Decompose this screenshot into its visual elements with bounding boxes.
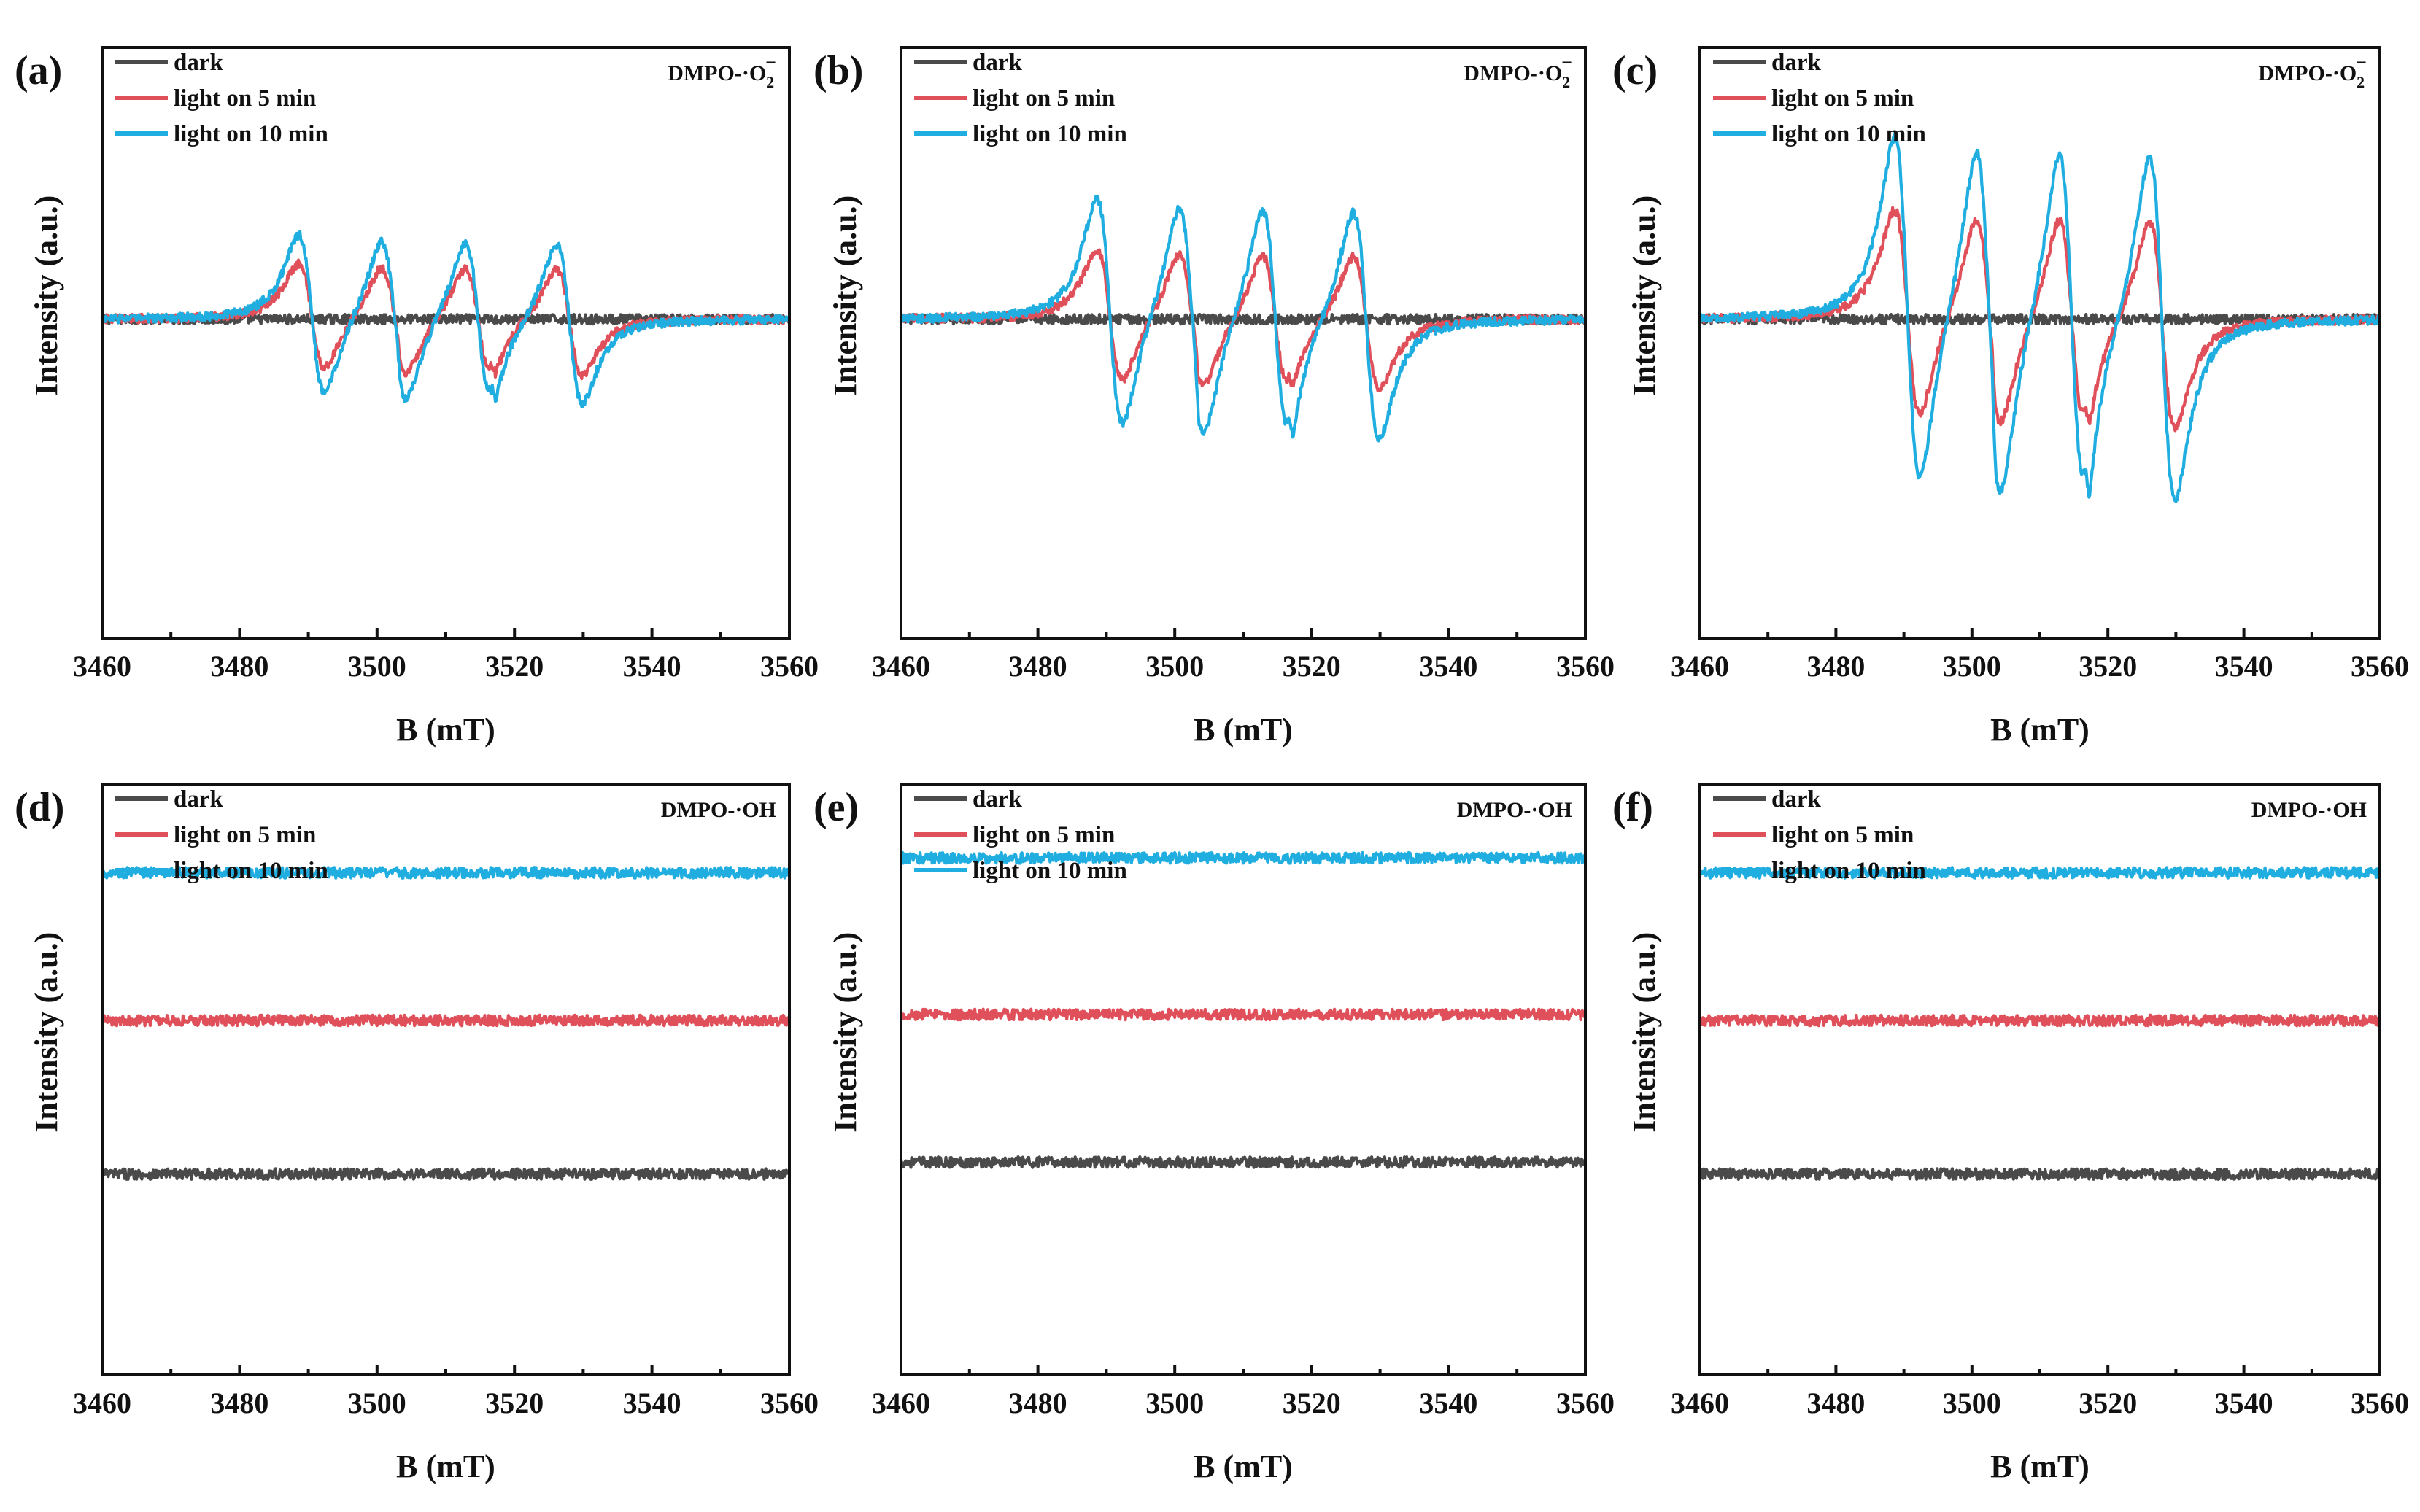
- x-tick-label: 3480: [210, 1387, 268, 1419]
- panel-b: 3460 3480 3500 3520 3540 3560 B (mT) Intensity …: [813, 46, 1615, 748]
- legend-label: dark: [973, 50, 1023, 76]
- x-axis-title: B (mT): [1990, 1449, 2090, 1484]
- x-tick-label: 3520: [485, 1387, 544, 1419]
- species-annotation: DMPO-·OH: [2251, 798, 2367, 822]
- legend-label: light on 10 min: [1771, 858, 1926, 884]
- legend-label: light on 10 min: [174, 121, 328, 147]
- series-line-light-on-5-min: [100, 1013, 792, 1028]
- x-tick-label: 3460: [872, 650, 930, 683]
- legend-label: dark: [174, 50, 224, 76]
- series-line-dark: [1698, 1167, 2382, 1181]
- series-line-dark: [899, 1155, 1588, 1169]
- y-axis-title: Intensity (a.u.): [28, 195, 64, 396]
- series-line-light-on-10-min: [100, 230, 792, 408]
- panel-label: (e): [813, 785, 859, 830]
- x-axis-title: B (mT): [396, 712, 495, 748]
- x-tick-label: 3560: [1556, 1387, 1615, 1419]
- x-tick-label: 3460: [73, 650, 131, 683]
- legend-label: light on 10 min: [973, 121, 1127, 147]
- legend-label: light on 10 min: [973, 858, 1127, 884]
- x-tick-label: 3520: [485, 650, 544, 683]
- x-tick-label: 3460: [1671, 1387, 1729, 1419]
- legend-label: dark: [973, 786, 1023, 813]
- x-tick-label: 3480: [1806, 1387, 1865, 1419]
- legend-label: light on 5 min: [1771, 822, 1914, 848]
- species-annotation: DMPO-·O2−: [2258, 52, 2367, 91]
- x-tick-label: 3500: [1943, 650, 2001, 683]
- panel-d: 3460 3480 3500 3520 3540 3560 B (mT) Intensity …: [15, 783, 819, 1484]
- x-tick-label: 3540: [623, 650, 681, 683]
- x-axis-title: B (mT): [1194, 712, 1293, 748]
- panel-f: 3460 3480 3500 3520 3540 3560 B (mT) Intensity …: [1612, 783, 2409, 1484]
- x-tick-label: 3500: [1145, 1387, 1204, 1419]
- panel-label: (a): [15, 48, 62, 93]
- legend-label: light on 5 min: [973, 85, 1115, 112]
- legend-label: light on 10 min: [174, 858, 328, 884]
- species-annotation: DMPO-·OH: [661, 798, 776, 822]
- legend-label: light on 5 min: [174, 85, 316, 112]
- x-tick-label: 3500: [348, 650, 406, 683]
- x-axis-title: B (mT): [1990, 712, 2090, 748]
- series-line-dark: [100, 1167, 792, 1181]
- x-tick-label: 3540: [1419, 650, 1477, 683]
- x-tick-label: 3480: [1009, 1387, 1067, 1419]
- y-axis-title: Intensity (a.u.): [1626, 932, 1662, 1133]
- x-tick-label: 3560: [760, 1387, 819, 1419]
- series-line-light-on-10-min: [899, 850, 1588, 865]
- x-tick-label: 3520: [2079, 650, 2137, 683]
- panel-label: (c): [1612, 48, 1658, 93]
- y-axis-title: Intensity (a.u.): [827, 195, 863, 396]
- legend-label: dark: [1771, 50, 1822, 76]
- legend-label: light on 5 min: [174, 822, 316, 848]
- legend-label: light on 5 min: [973, 822, 1115, 848]
- series-line-light-on-5-min: [899, 1007, 1588, 1022]
- panel-label: (b): [813, 48, 863, 93]
- x-tick-label: 3520: [2079, 1387, 2137, 1419]
- x-tick-label: 3480: [210, 650, 268, 683]
- series-line-light-on-10-min: [1698, 132, 2382, 503]
- x-tick-label: 3480: [1009, 650, 1067, 683]
- panel-label: (d): [15, 785, 64, 830]
- species-annotation: DMPO-·O2−: [668, 52, 776, 91]
- x-axis-title: B (mT): [1194, 1449, 1293, 1484]
- legend-label: dark: [1771, 786, 1822, 813]
- x-tick-label: 3460: [1671, 650, 1729, 683]
- panel-e: 3460 3480 3500 3520 3540 3560 B (mT) Intensity …: [813, 783, 1615, 1484]
- panel-c: 3460 3480 3500 3520 3540 3560 B (mT) Intensity …: [1612, 46, 2409, 748]
- species-annotation: DMPO-·OH: [1457, 798, 1572, 822]
- x-axis-title: B (mT): [396, 1449, 495, 1484]
- x-tick-label: 3520: [1283, 650, 1341, 683]
- x-tick-label: 3560: [2351, 1387, 2409, 1419]
- legend-label: dark: [174, 786, 224, 813]
- x-tick-label: 3480: [1806, 650, 1865, 683]
- legend-label: light on 5 min: [1771, 85, 1914, 112]
- legend-label: light on 10 min: [1771, 121, 1926, 147]
- series-line-light-on-10-min: [100, 866, 792, 880]
- y-axis-title: Intensity (a.u.): [1626, 195, 1662, 396]
- x-tick-label: 3540: [2215, 650, 2273, 683]
- x-tick-label: 3540: [1419, 1387, 1477, 1419]
- x-tick-label: 3500: [348, 1387, 406, 1419]
- panel-label: (f): [1612, 785, 1653, 830]
- x-tick-label: 3540: [2215, 1387, 2273, 1419]
- x-tick-label: 3560: [2351, 650, 2409, 683]
- x-tick-label: 3520: [1283, 1387, 1341, 1419]
- series-line-light-on-5-min: [1698, 1013, 2382, 1028]
- x-tick-label: 3500: [1145, 650, 1204, 683]
- x-tick-label: 3560: [760, 650, 819, 683]
- panel-a: 3460 3480 3500 3520 3540 3560 B (mT) Intensity …: [15, 46, 819, 748]
- x-tick-label: 3540: [623, 1387, 681, 1419]
- x-tick-label: 3560: [1556, 650, 1615, 683]
- series-line-light-on-10-min: [1698, 866, 2382, 880]
- series-line-light-on-10-min: [899, 194, 1588, 443]
- x-tick-label: 3460: [73, 1387, 131, 1419]
- x-tick-label: 3500: [1943, 1387, 2001, 1419]
- species-annotation: DMPO-·O2−: [1464, 52, 1572, 91]
- x-tick-label: 3460: [872, 1387, 930, 1419]
- y-axis-title: Intensity (a.u.): [827, 932, 863, 1133]
- y-axis-title: Intensity (a.u.): [28, 932, 64, 1133]
